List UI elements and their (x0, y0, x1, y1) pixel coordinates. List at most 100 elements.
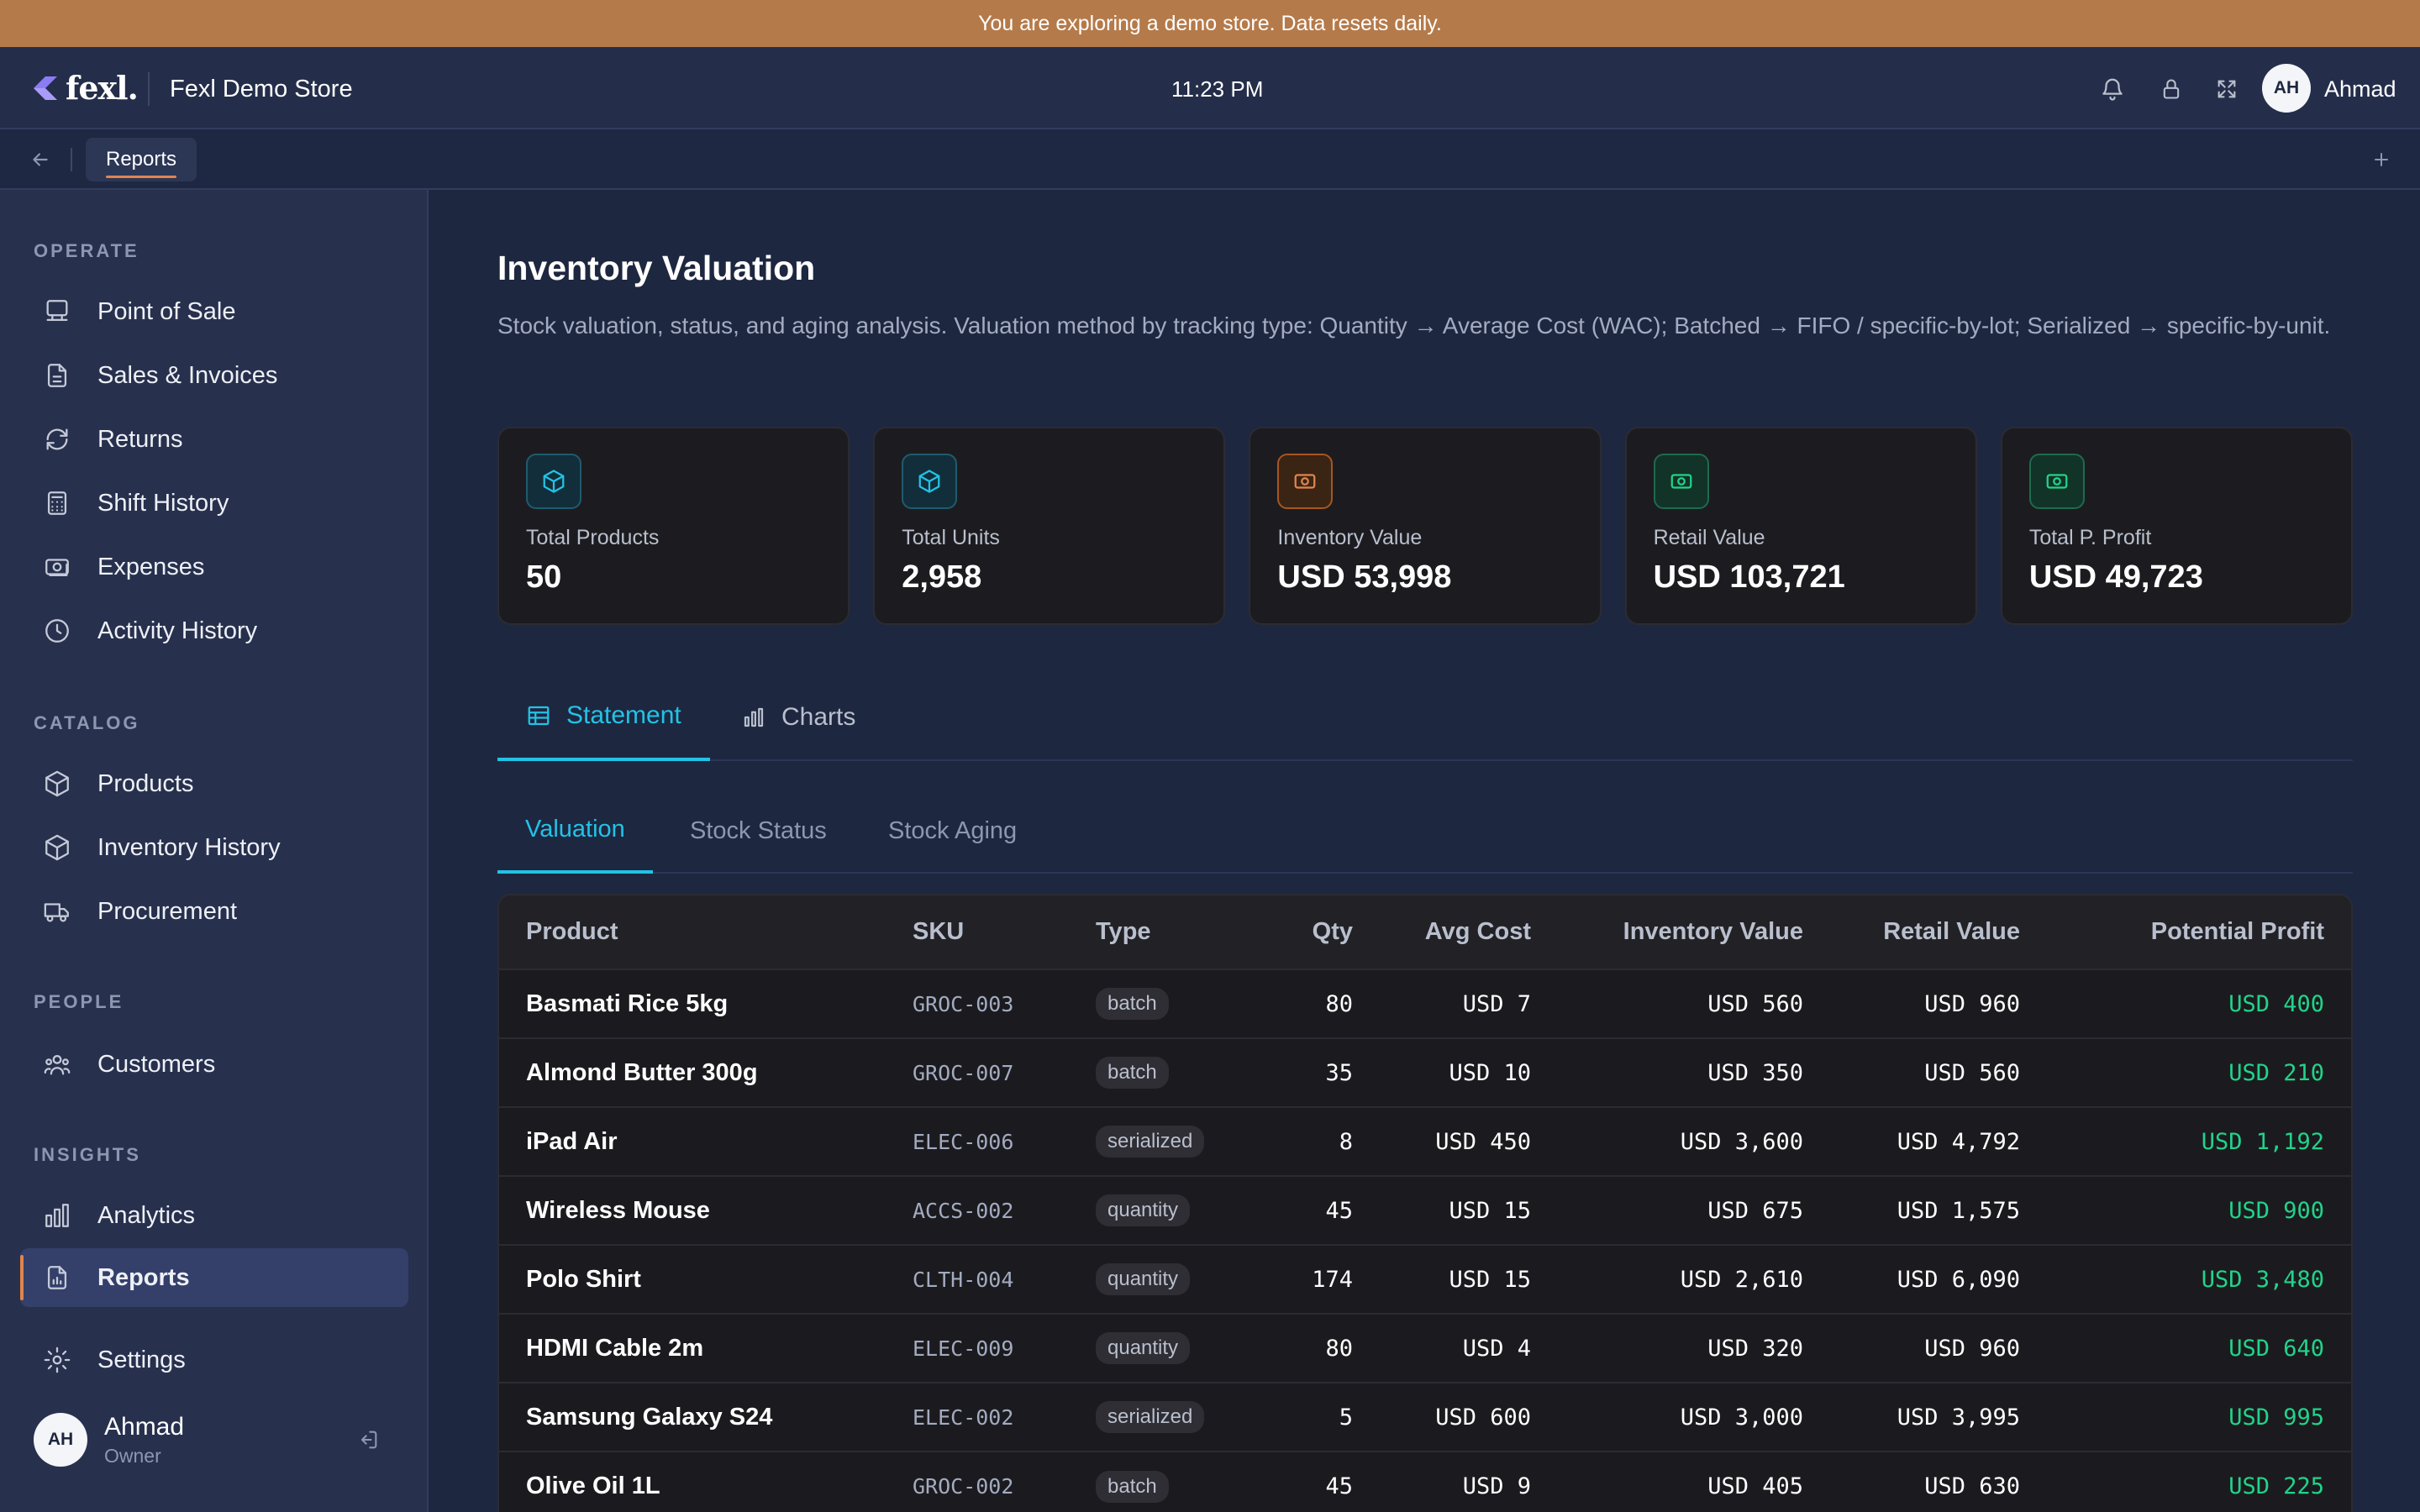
sidebar: OPERATE Point of Sale Sales & Invoices R… (0, 190, 429, 1512)
new-tab-button[interactable] (2365, 143, 2398, 176)
column-header-product[interactable]: Product (526, 918, 618, 945)
bell-icon[interactable] (2096, 72, 2129, 106)
stat-card-total-potential-profit: Total P. Profit USD 49,723 (2000, 427, 2354, 625)
cell-inventory-value: USD 2,610 (1680, 1266, 1803, 1293)
sidebar-user-role: Owner (104, 1445, 161, 1467)
stat-label: Total P. Profit (2028, 526, 2152, 549)
column-header-retail-value[interactable]: Retail Value (1883, 918, 2020, 945)
logout-icon (360, 1431, 377, 1449)
page-description: Stock valuation, status, and aging analy… (497, 312, 2331, 339)
sidebar-item-returns[interactable]: Returns (20, 410, 408, 469)
cell-potential-profit: USD 210 (2228, 1059, 2324, 1086)
avatar[interactable]: AH (2262, 64, 2311, 113)
tab-reports[interactable]: Reports (86, 138, 197, 181)
cell-potential-profit: USD 900 (2228, 1197, 2324, 1224)
cell-avg-cost: USD 4 (1462, 1335, 1531, 1362)
stat-card-total-units: Total Units 2,958 (873, 427, 1226, 625)
monitor-icon (40, 295, 74, 328)
box-icon (40, 831, 74, 864)
tab-label: Statement (566, 701, 681, 729)
cell-qty: 8 (1339, 1128, 1353, 1155)
logout-button[interactable] (351, 1423, 385, 1457)
table-row[interactable]: HDMI Cable 2m ELEC-009 quantity 80 USD 4 USD … (499, 1314, 2351, 1383)
cell-avg-cost: USD 600 (1435, 1404, 1531, 1431)
tab-statement[interactable]: Statement (497, 674, 710, 761)
clock-icon (40, 614, 74, 648)
sidebar-item-sales-invoices[interactable]: Sales & Invoices (20, 346, 408, 405)
subtab-stock-aging[interactable]: Stock Aging (888, 816, 1018, 844)
banknote-icon (1277, 454, 1334, 509)
cell-inventory-value: USD 350 (1707, 1059, 1803, 1086)
table-row[interactable]: Almond Butter 300g GROC-007 batch 35 USD 10 U… (499, 1038, 2351, 1107)
cell-sku: ELEC-002 (913, 1404, 1014, 1430)
logo[interactable]: fexl. (27, 69, 139, 107)
column-header-inventory-value[interactable]: Inventory Value (1623, 918, 1803, 945)
report-icon (40, 1261, 74, 1294)
sidebar-item-activity-history[interactable]: Activity History (20, 601, 408, 660)
sidebar-item-products[interactable]: Products (20, 754, 408, 813)
sidebar-item-expenses[interactable]: Expenses (20, 538, 408, 596)
cell-inventory-value: USD 3,600 (1680, 1128, 1803, 1155)
refresh-icon (40, 423, 74, 456)
user-name[interactable]: Ahmad (2324, 76, 2396, 102)
sidebar-item-shift-history[interactable]: Shift History (20, 474, 408, 533)
cell-potential-profit: USD 1,192 (2201, 1128, 2324, 1155)
cell-retail-value: USD 560 (1924, 1059, 2020, 1086)
cell-retail-value: USD 960 (1924, 1335, 2020, 1362)
subtab-valuation[interactable]: Valuation (497, 788, 653, 874)
cell-sku: GROC-003 (913, 991, 1014, 1016)
cell-sku: CLTH-004 (913, 1267, 1014, 1292)
table-row[interactable]: Samsung Galaxy S24 ELEC-002 serialized 5 USD… (499, 1383, 2351, 1452)
cell-inventory-value: USD 3,000 (1680, 1404, 1803, 1431)
table-row[interactable]: iPad Air ELEC-006 serialized 8 USD 450 USD 3,… (499, 1107, 2351, 1176)
table-row[interactable]: Wireless Mouse ACCS-002 quantity 45 USD 15 US… (499, 1176, 2351, 1245)
column-header-type[interactable]: Type (1096, 918, 1151, 945)
sidebar-item-inventory-history[interactable]: Inventory History (20, 818, 408, 877)
cell-avg-cost: USD 15 (1449, 1266, 1531, 1293)
type-badge: serialized (1096, 1401, 1205, 1433)
stat-card-total-products: Total Products 50 (497, 427, 850, 625)
table-row[interactable]: Olive Oil 1L GROC-002 batch 45 USD 9 USD 405 U… (499, 1452, 2351, 1512)
sidebar-item-label: Analytics (97, 1201, 196, 1229)
sidebar-item-reports[interactable]: Reports (20, 1248, 408, 1307)
column-header-sku[interactable]: SKU (913, 918, 965, 945)
cell-retail-value: USD 3,995 (1897, 1404, 2020, 1431)
cell-product: iPad Air (526, 1127, 618, 1155)
cell-avg-cost: USD 450 (1435, 1128, 1531, 1155)
type-badge: serialized (1096, 1126, 1205, 1158)
stat-label: Retail Value (1653, 526, 1765, 549)
tab-charts[interactable]: Charts (713, 674, 884, 761)
cell-qty: 80 (1325, 1335, 1353, 1362)
table-row[interactable]: Basmati Rice 5kg GROC-003 batch 80 USD 7 USD … (499, 969, 2351, 1038)
bar-chart-icon (40, 1199, 74, 1232)
stat-card-retail-value: Retail Value USD 103,721 (1624, 427, 1977, 625)
cell-potential-profit: USD 995 (2228, 1404, 2324, 1431)
avatar[interactable]: AH (34, 1413, 87, 1467)
clock: 11:23 PM (1171, 76, 1264, 102)
sidebar-item-settings[interactable]: Settings (20, 1331, 408, 1389)
back-button[interactable] (24, 143, 57, 176)
cell-type: serialized (1096, 1107, 1264, 1176)
lock-icon[interactable] (2154, 72, 2188, 106)
sidebar-item-label: Customers (97, 1050, 216, 1078)
demo-banner-text: You are exploring a demo store. Data res… (978, 11, 1442, 35)
stat-value: 50 (526, 559, 562, 595)
sidebar-item-analytics[interactable]: Analytics (20, 1186, 408, 1245)
table-header-row: Product SKU Type Qty Avg Cost Inventory … (499, 895, 2351, 969)
column-header-potential-profit[interactable]: Potential Profit (2150, 918, 2324, 945)
table-row[interactable]: Polo Shirt CLTH-004 quantity 174 USD 15 USD 2… (499, 1245, 2351, 1314)
sidebar-item-label: Procurement (97, 897, 238, 925)
cell-sku: GROC-007 (913, 1060, 1014, 1085)
subtab-stock-status[interactable]: Stock Status (690, 816, 827, 844)
sidebar-item-point-of-sale[interactable]: Point of Sale (20, 282, 408, 341)
section-title-insights: INSIGHTS (34, 1144, 141, 1165)
cell-qty: 80 (1325, 990, 1353, 1017)
column-header-qty[interactable]: Qty (1312, 918, 1353, 945)
sidebar-item-customers[interactable]: Customers (20, 1035, 408, 1094)
cell-retail-value: USD 6,090 (1897, 1266, 2020, 1293)
fullscreen-icon[interactable] (2210, 72, 2244, 106)
column-header-avg-cost[interactable]: Avg Cost (1424, 918, 1531, 945)
stat-label: Total Units (902, 526, 1000, 549)
sidebar-item-procurement[interactable]: Procurement (20, 882, 408, 941)
plus-icon (2375, 153, 2388, 166)
